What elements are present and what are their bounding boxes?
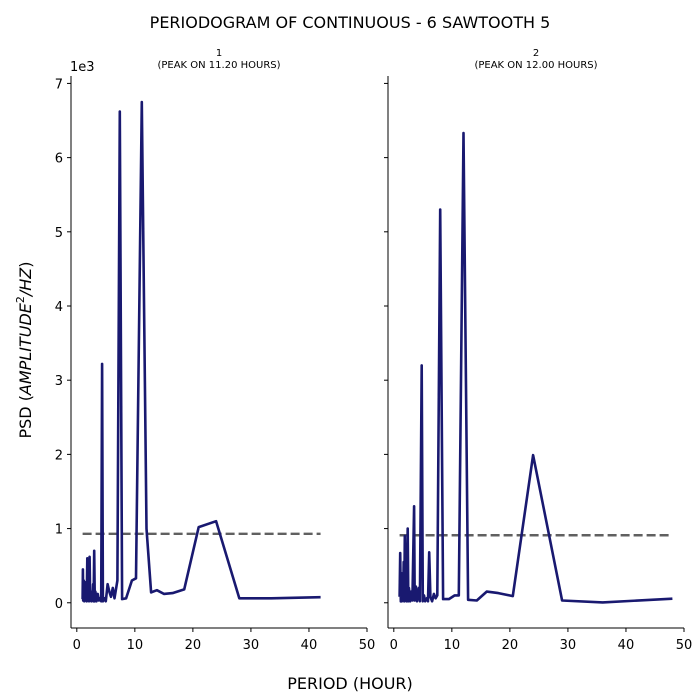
y-tick-label: 3 bbox=[55, 374, 63, 389]
y-tick-label: 1 bbox=[55, 523, 63, 538]
panel-1-y-offset-text: 1e3 bbox=[70, 60, 95, 75]
x-tick-label: 40 bbox=[618, 638, 635, 653]
x-tick-label: 0 bbox=[390, 638, 398, 653]
x-tick-label: 40 bbox=[301, 638, 318, 653]
y-tick-label: 2 bbox=[55, 448, 63, 463]
x-tick-label: 30 bbox=[560, 638, 577, 653]
panel-2-title-line2: (PEAK ON 12.00 HOURS) bbox=[474, 60, 597, 71]
panel-2: 2 (PEAK ON 12.00 HOURS) 0 10 20 30 40 50 bbox=[384, 48, 692, 653]
panel-1-title-line1: 1 bbox=[216, 48, 222, 59]
x-tick-label: 50 bbox=[676, 638, 693, 653]
y-axis-label: PSD (AMPLITUDE2/HZ) bbox=[14, 261, 35, 438]
panel-2-x-ticks: 0 10 20 30 40 50 bbox=[390, 628, 693, 653]
panel-1-x-ticks: 0 10 20 30 40 50 bbox=[73, 628, 376, 653]
x-tick-label: 20 bbox=[502, 638, 519, 653]
y-axis-label-prefix: PSD ( bbox=[16, 395, 35, 438]
x-tick-label: 10 bbox=[444, 638, 461, 653]
x-tick-label: 10 bbox=[127, 638, 144, 653]
y-tick-label: 6 bbox=[55, 152, 63, 167]
panel-1: 1 (PEAK ON 11.20 HOURS) 1e3 0 1 2 3 4 5 6 7 0 10… bbox=[55, 48, 376, 653]
x-axis-label: PERIOD (HOUR) bbox=[287, 674, 413, 693]
panel-2-y-ticks bbox=[384, 82, 388, 604]
y-tick-label: 4 bbox=[55, 300, 63, 315]
panel-1-title-line2: (PEAK ON 11.20 HOURS) bbox=[157, 60, 280, 71]
x-tick-label: 20 bbox=[185, 638, 202, 653]
y-axis-label-superscript: 2 bbox=[14, 296, 27, 303]
panel-2-title-line1: 2 bbox=[533, 48, 539, 59]
x-tick-label: 50 bbox=[359, 638, 376, 653]
panel-1-psd-line bbox=[81, 100, 321, 603]
y-axis-label-amplitude: AMPLITUDE bbox=[16, 302, 35, 396]
y-axis-label-suffix: ) bbox=[16, 261, 35, 267]
figure-title: PERIODOGRAM OF CONTINUOUS - 6 SAWTOOTH 5 bbox=[150, 13, 551, 32]
x-tick-label: 30 bbox=[243, 638, 260, 653]
y-tick-label: 0 bbox=[55, 597, 63, 612]
y-tick-label: 7 bbox=[55, 77, 63, 92]
y-axis-label-unit: /HZ bbox=[16, 267, 35, 298]
panel-2-psd-line bbox=[398, 131, 673, 604]
panel-1-y-ticks: 0 1 2 3 4 5 6 7 bbox=[55, 77, 71, 612]
y-tick-label: 5 bbox=[55, 226, 63, 241]
x-tick-label: 0 bbox=[73, 638, 81, 653]
